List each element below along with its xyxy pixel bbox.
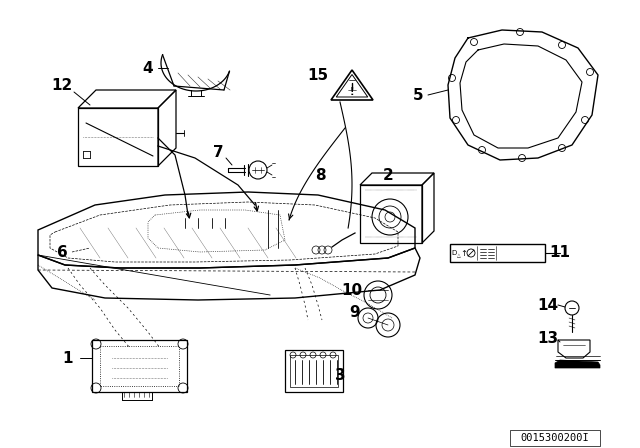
Text: D: D (451, 250, 456, 256)
Text: 14: 14 (538, 297, 559, 313)
Text: 3: 3 (335, 367, 346, 383)
Text: !: ! (349, 87, 355, 97)
Text: △: △ (457, 254, 461, 258)
Text: 0015300200I: 0015300200I (520, 433, 589, 443)
Text: 7: 7 (212, 145, 223, 159)
Text: 15: 15 (307, 68, 328, 82)
Polygon shape (555, 360, 600, 368)
Text: 12: 12 (51, 78, 72, 92)
Text: 6: 6 (56, 245, 67, 259)
Text: 1: 1 (63, 350, 73, 366)
Text: 9: 9 (349, 305, 360, 319)
Text: 11: 11 (550, 245, 570, 259)
Text: ↑: ↑ (461, 249, 467, 258)
Text: 2: 2 (383, 168, 394, 182)
Text: 4: 4 (143, 60, 154, 76)
Text: 10: 10 (341, 283, 363, 297)
Text: 8: 8 (315, 168, 325, 182)
Text: 5: 5 (413, 87, 423, 103)
Text: 13: 13 (538, 331, 559, 345)
